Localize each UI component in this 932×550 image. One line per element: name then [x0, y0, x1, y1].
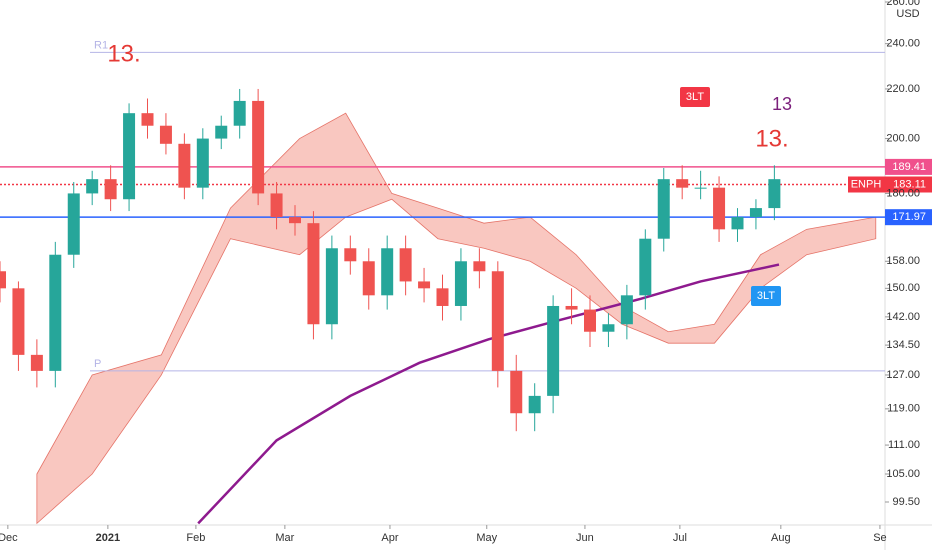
candle-body	[233, 100, 246, 126]
x-tick-label: May	[476, 532, 497, 544]
y-tick-label: 99.50	[892, 496, 920, 508]
x-tick-label: Mar	[275, 532, 294, 544]
candle-body	[436, 288, 449, 306]
x-tick-label: Feb	[186, 532, 205, 544]
y-tick-label: 220.00	[886, 83, 920, 95]
price-tag-value: 171.97	[892, 211, 926, 223]
candle-body	[12, 288, 25, 355]
x-tick-label: 2021	[96, 532, 120, 544]
candle-body	[768, 179, 781, 209]
candle-body	[584, 309, 596, 332]
y-tick-label: 105.00	[886, 468, 920, 480]
y-tick-label: 240.00	[886, 38, 920, 50]
candle-body	[104, 179, 117, 200]
candle-body	[454, 261, 467, 306]
price-tag	[885, 209, 932, 226]
annotation: 13.	[107, 40, 140, 67]
candle-body	[344, 248, 357, 262]
candle-body	[270, 193, 283, 218]
pivot-label: P	[94, 358, 101, 370]
candle-body	[749, 208, 762, 218]
symbol-tag-label: ENPH	[851, 178, 882, 190]
y-tick-label: 127.00	[886, 369, 920, 381]
candle-body	[289, 217, 301, 224]
symbol-tag	[848, 176, 885, 193]
currency: USD	[896, 8, 919, 20]
y-tick-label: 150.00	[886, 282, 920, 294]
candle-body	[731, 217, 744, 230]
candle-body	[325, 248, 338, 325]
candle-body	[418, 281, 431, 289]
x-tick-label: Aug	[771, 532, 791, 544]
candle-body	[473, 261, 486, 272]
y-tick-label: 180.00	[886, 187, 920, 199]
signal-badge	[680, 87, 710, 107]
candle-body	[381, 248, 394, 296]
x-tick-label: Apr	[381, 532, 398, 544]
candle-body	[86, 179, 99, 194]
candle-body	[362, 261, 375, 296]
candle-body	[510, 370, 523, 414]
annotation: 3LT	[757, 290, 775, 302]
y-tick-label: 119.00	[887, 403, 920, 415]
y-tick-label: 142.00	[886, 311, 920, 323]
candle-body	[676, 179, 689, 188]
moving-average	[197, 263, 780, 525]
y-tick-label: 158.00	[886, 255, 920, 267]
candle-body	[49, 254, 62, 371]
price-tag-value: 183.11	[893, 178, 926, 190]
candle-body	[0, 271, 6, 289]
pivot-label: R1	[94, 39, 108, 51]
candle-body	[399, 248, 412, 282]
x-tick-label: Se	[873, 532, 886, 544]
candle-body	[547, 305, 560, 396]
candle-body	[657, 179, 670, 239]
candle-body	[30, 354, 43, 371]
candle-body	[307, 223, 320, 325]
y-tick-label: 134.50	[886, 339, 920, 351]
annotation: 13	[772, 94, 792, 114]
candle-body	[602, 324, 615, 332]
annotation: 3LT	[686, 91, 704, 103]
candle-body	[215, 125, 228, 139]
candle-body	[491, 271, 504, 371]
y-tick-label: 260.00	[886, 0, 920, 8]
price-tag-value: 189.41	[892, 161, 926, 173]
candle-body	[565, 305, 578, 310]
candle-body	[528, 395, 541, 414]
y-tick-label: 111.00	[888, 439, 920, 451]
candle-body	[67, 193, 80, 255]
x-tick-label: Dec	[0, 532, 18, 544]
price-tag	[885, 158, 932, 175]
candle-body	[694, 187, 707, 189]
candle-body	[159, 125, 172, 144]
candle-body	[639, 238, 652, 296]
candle-body	[196, 138, 209, 188]
candle-body	[141, 113, 154, 126]
candle-body	[620, 295, 633, 325]
annotation: 13.	[755, 125, 788, 152]
candle-body	[123, 113, 136, 200]
candle-body	[178, 143, 191, 188]
price-tag	[885, 176, 932, 193]
y-tick-label: 200.00	[886, 132, 920, 144]
signal-badge	[751, 286, 781, 306]
x-tick-label: Jun	[576, 532, 594, 544]
candle-body	[252, 100, 265, 194]
candle-body	[713, 187, 726, 230]
x-tick-label: Jul	[673, 532, 687, 544]
